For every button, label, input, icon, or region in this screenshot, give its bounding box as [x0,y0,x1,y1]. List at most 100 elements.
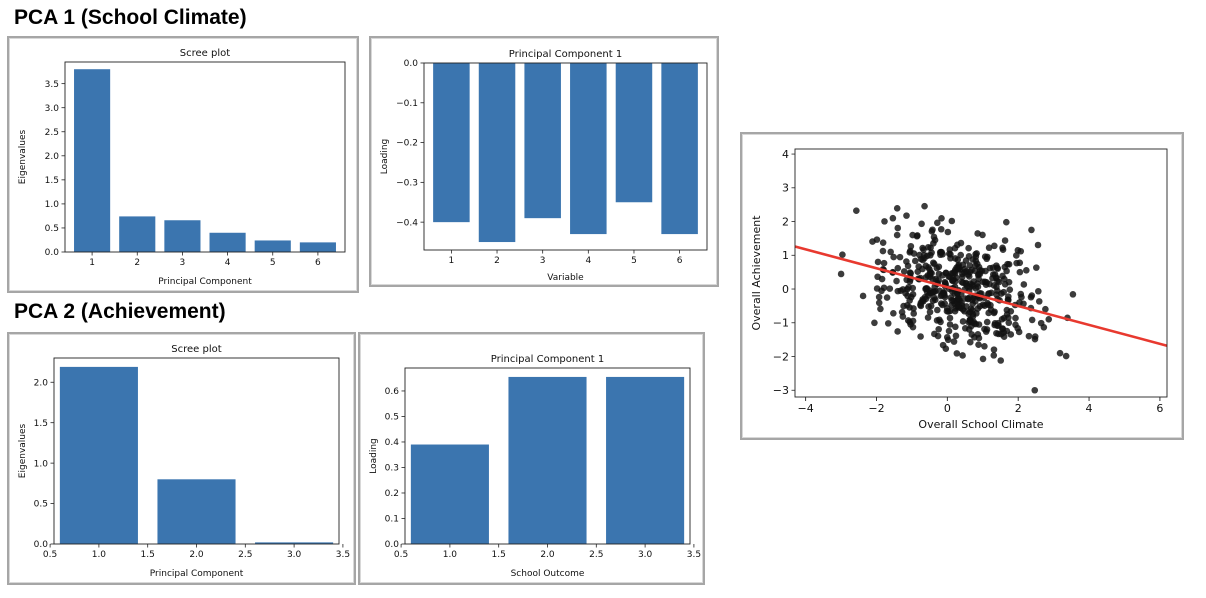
scatter-point [924,314,932,321]
scatter-point [1062,352,1070,360]
scatter-point [837,270,845,278]
y-tick-label: 1.5 [45,176,59,186]
scatter-point [965,252,973,260]
scatter-point [1017,290,1025,298]
scatter-point [909,231,916,239]
scatter-point [903,285,911,293]
scatter-point [935,325,942,333]
scatter-point [958,278,965,286]
scatter-point [994,322,1001,330]
scatter-point [1028,292,1036,299]
x-tick-label: 5 [270,258,276,268]
scatter-point [884,320,892,327]
bar-5 [615,63,653,203]
scatter-point [986,280,993,288]
scatter-point [903,276,911,284]
scatter-point [969,283,977,290]
scatter-point [1016,268,1024,276]
scatter-point [918,220,925,228]
scatter-point [975,334,983,342]
scatter-point [1045,316,1053,323]
scatter-point [917,301,924,309]
x-tick-label: 6 [315,258,321,268]
scatter-point [1069,291,1077,298]
plot-frame [53,357,340,545]
scatter-point [869,238,876,245]
y-tick-label: 3 [782,182,789,195]
scatter-point [893,277,900,285]
scatter-point [1006,286,1014,293]
x-tick-label: −2 [868,402,884,415]
scatter-point [961,307,968,315]
y-axis-label: Eigenvalues [18,423,28,478]
scatter-point [1035,287,1042,295]
bar-2 [119,216,156,252]
scatter-point [975,270,982,278]
plot-frame [423,62,708,251]
scatter-point [931,294,938,302]
chart-title: Principal Component 1 [509,49,622,60]
y-tick-label: −0.2 [396,139,418,149]
scatter-point [946,314,954,322]
x-axis-label: Variable [547,273,584,283]
scatter-point [993,283,1000,291]
scatter-point [887,248,894,256]
bar-2 [478,63,516,243]
scatter-point [975,275,982,283]
scatter-point [889,214,897,222]
scatter-point [968,331,976,338]
scatter-points [837,202,1077,394]
scatter-point [927,244,934,252]
x-tick-label: 1.5 [492,550,506,560]
bar-3 [524,63,561,219]
scatter-point [990,352,998,359]
scatter-point [983,318,991,326]
scatter-point [951,244,959,252]
scatter-point [937,318,944,326]
pca1-scree-plot-panel: Scree plot 1 2 3 4 5 6 0.0 0.5 1.0 1.5 2.0 2.5 3.0 3.5… [7,36,359,293]
chart-title: Principal Component 1 [491,354,604,365]
x-tick-label: 2.5 [238,550,252,560]
y-tick-label: −0.1 [396,99,418,109]
x-tick-label: 6 [1156,402,1163,415]
y-tick-label: 0.0 [385,540,400,550]
scatter-point [907,293,915,301]
scatter-point [875,299,883,307]
scatter-point [1020,281,1028,288]
scatter-point [871,319,878,327]
scatter-point [1012,321,1019,329]
scatter-point [897,287,905,295]
scatter-point [975,341,982,348]
scatter-point [957,239,965,247]
scatter-point [942,269,950,277]
scatter-point [896,253,904,261]
scatter-point [917,333,924,340]
scatter-point [874,258,882,266]
pca2-loadings-chart: Principal Component 1 0.5 1.0 1.5 2.0 2.5 3.0 3… [369,354,701,579]
x-tick-label: 0.5 [43,550,57,560]
scatter-point [959,273,966,281]
x-axis-label: Principal Component [158,277,252,287]
y-tick-label: 2.0 [45,152,60,162]
y-tick-label: 0.6 [385,387,400,397]
x-tick-label: 3.0 [287,550,302,560]
bar-1 [433,63,470,223]
scatter-point [894,264,902,272]
scatter-point [1000,288,1007,296]
scatter-point [919,265,926,273]
scatter-point [954,256,962,264]
scatter-point [953,350,961,357]
y-tick-label: 0.3 [385,464,399,474]
scatter-point [839,251,846,259]
x-axis-label: Overall School Climate [918,418,1043,431]
scatter-point [893,205,901,212]
bar-6 [299,242,336,252]
pca1-heading: PCA 1 (School Climate) [14,6,247,29]
y-tick-label: 0.0 [45,248,60,258]
scatter-point [981,343,988,350]
y-tick-label: 1.5 [34,419,48,429]
scatter-point [894,328,901,335]
bar-2 [508,376,587,544]
bar-3 [255,542,334,544]
bar-3 [164,220,201,252]
